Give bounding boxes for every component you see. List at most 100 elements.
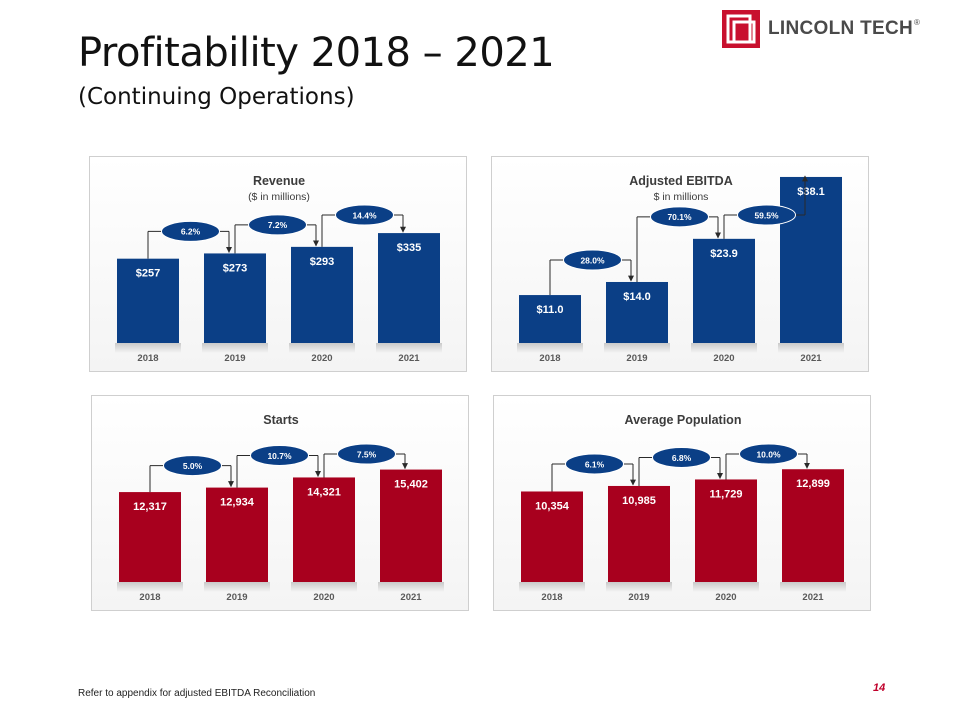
- bar-2018: [117, 258, 179, 343]
- adjusted-ebitda-chart: Adjusted EBITDA $ in millions $11.0 2018 $14…: [517, 174, 844, 364]
- growth-label: 10.0%: [756, 449, 781, 459]
- bar-shadow: [780, 582, 846, 592]
- bar-shadow: [115, 343, 181, 353]
- bar-value-label: $257: [136, 268, 160, 280]
- bar-value-label: $11.0: [537, 304, 564, 316]
- bar-shadow: [778, 343, 844, 353]
- growth-label: 7.2%: [268, 220, 288, 230]
- bar-2018: [119, 492, 181, 582]
- revenue-chart: Revenue ($ in millions) $257 2018 $273 2019 $2…: [115, 174, 442, 364]
- page-number: 14: [873, 682, 886, 694]
- bar-shadow: [517, 343, 583, 353]
- x-tick-label: 2020: [713, 353, 734, 364]
- bar-value-label: $14.0: [623, 291, 651, 303]
- x-tick-label: 2019: [628, 592, 649, 603]
- growth-bubble: [335, 204, 394, 226]
- x-tick-label: 2018: [139, 592, 160, 603]
- bar-value-label: 10,354: [535, 500, 570, 512]
- growth-label: 59.5%: [754, 210, 779, 220]
- footnote: Refer to appendix for adjusted EBITDA Re…: [78, 688, 316, 699]
- x-tick-label: 2020: [715, 592, 736, 603]
- growth-label: 28.0%: [580, 255, 605, 265]
- bar-shadow: [204, 582, 270, 592]
- revenue-chart-panel: Revenue ($ in millions) $257 2018 $273 2019 $2…: [89, 156, 467, 372]
- growth-label: 14.4%: [352, 210, 377, 220]
- bar-shadow: [606, 582, 672, 592]
- bar-2019: [206, 487, 268, 582]
- bar-value-label: $335: [397, 242, 421, 254]
- growth-bubble: [739, 443, 798, 465]
- chart-title: Starts: [263, 413, 298, 427]
- bar-value-label: 11,729: [709, 488, 742, 500]
- growth-label: 6.8%: [672, 453, 692, 463]
- bar-2020: [293, 477, 355, 582]
- growth-bubble: [650, 206, 709, 228]
- x-tick-label: 2021: [400, 592, 422, 603]
- average-population-chart-panel: Average Population 10,354 2018 10,985 2019 11…: [493, 395, 871, 611]
- chart-subtitle: $ in millions: [654, 191, 709, 203]
- page-subtitle: (Continuing Operations): [78, 84, 355, 110]
- bar-value-label: $23.9: [710, 248, 738, 260]
- bar-shadow: [289, 343, 355, 353]
- x-tick-label: 2021: [398, 353, 420, 364]
- bar-2020: [695, 479, 757, 582]
- bar-value-label: $38.1: [797, 186, 825, 198]
- bar-2021: [378, 233, 440, 343]
- logo-text: LINCOLN TECH®: [768, 18, 921, 39]
- bar-value-label: 14,321: [307, 486, 341, 498]
- bar-2021: [780, 176, 842, 343]
- bar-2021: [782, 469, 844, 582]
- growth-label: 10.7%: [267, 451, 292, 461]
- x-tick-label: 2019: [226, 592, 247, 603]
- growth-label: 5.0%: [183, 461, 203, 471]
- growth-bubble: [161, 220, 220, 242]
- x-tick-label: 2020: [311, 353, 332, 364]
- bar-2018: [521, 491, 583, 582]
- starts-chart-panel: Starts 12,317 2018 12,934 2019 14,321 2020 15,4…: [91, 395, 469, 611]
- bar-value-label: 12,934: [220, 497, 255, 509]
- page-title: Profitability 2018 – 2021: [78, 30, 555, 76]
- bar-shadow: [604, 343, 670, 353]
- chart-title: Revenue: [253, 174, 305, 188]
- growth-bubble: [565, 453, 624, 475]
- x-tick-label: 2021: [802, 592, 824, 603]
- bar-shadow: [291, 582, 357, 592]
- growth-bubble: [163, 455, 222, 477]
- bar-2018: [519, 295, 581, 343]
- growth-label: 70.1%: [667, 212, 692, 222]
- bar-value-label: 10,985: [622, 495, 656, 507]
- bar-value-label: $293: [310, 256, 334, 268]
- bar-2019: [606, 281, 668, 343]
- growth-bubble: [337, 443, 396, 465]
- bar-value-label: $273: [223, 262, 247, 274]
- x-tick-label: 2019: [224, 353, 245, 364]
- bar-value-label: 12,317: [133, 501, 167, 513]
- average-population-chart: Average Population 10,354 2018 10,985 2019 11…: [519, 413, 846, 603]
- bar-2019: [608, 485, 670, 582]
- adjusted-ebitda-chart-panel: Adjusted EBITDA $ in millions $11.0 2018 $14…: [491, 156, 869, 372]
- bar-2020: [291, 246, 353, 343]
- lincoln-tech-logo: LINCOLN TECH®: [722, 10, 920, 48]
- bar-value-label: 12,899: [796, 478, 830, 490]
- x-tick-label: 2021: [800, 353, 822, 364]
- x-tick-label: 2018: [137, 353, 158, 364]
- growth-label: 7.5%: [357, 449, 377, 459]
- bar-value-label: 15,402: [394, 479, 428, 491]
- x-tick-label: 2018: [539, 353, 560, 364]
- bar-2020: [693, 238, 755, 343]
- bar-shadow: [693, 582, 759, 592]
- growth-bubble: [250, 444, 309, 466]
- bar-shadow: [519, 582, 585, 592]
- bar-shadow: [117, 582, 183, 592]
- chart-title: Average Population: [625, 413, 742, 427]
- starts-chart: Starts 12,317 2018 12,934 2019 14,321 2020 15,4…: [117, 413, 444, 603]
- growth-label: 6.1%: [585, 459, 605, 469]
- growth-label: 6.2%: [181, 227, 201, 237]
- bar-shadow: [691, 343, 757, 353]
- bar-shadow: [376, 343, 442, 353]
- bar-2019: [204, 253, 266, 343]
- x-tick-label: 2018: [541, 592, 562, 603]
- bar-2021: [380, 469, 442, 582]
- bar-shadow: [378, 582, 444, 592]
- x-tick-label: 2020: [313, 592, 334, 603]
